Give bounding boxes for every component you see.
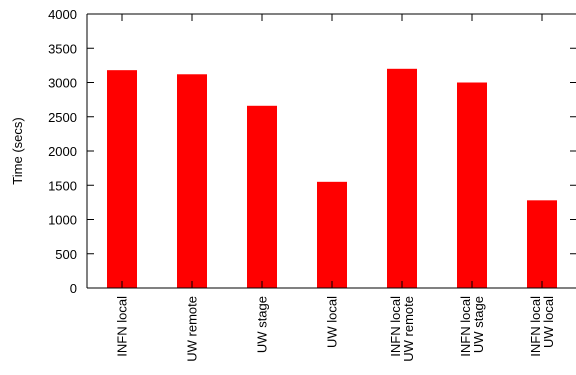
x-tick-label: UW remote: [185, 296, 200, 362]
y-tick-label: 3500: [48, 41, 77, 56]
x-tick-label-group: INFN local: [115, 296, 130, 357]
x-tick-label: UW remote: [401, 296, 416, 362]
x-tick-label-group: UW stage: [255, 296, 270, 353]
bar: [177, 74, 207, 288]
y-tick-label: 2500: [48, 110, 77, 125]
x-tick-label: INFN local: [458, 296, 473, 357]
x-tick-label: INFN local: [115, 296, 130, 357]
x-tick-label: INFN local: [528, 296, 543, 357]
x-tick-label: UW stage: [471, 296, 486, 353]
bar: [387, 68, 417, 288]
x-tick-label: INFN local: [388, 296, 403, 357]
y-tick-label: 0: [70, 281, 77, 296]
bar: [317, 181, 347, 288]
y-ticks-group: 0 500 1000 1500 2000 2500 3000 3500 4000: [48, 7, 576, 296]
x-tick-label-group: UW local: [325, 296, 340, 348]
y-tick-label: 3000: [48, 76, 77, 91]
x-tick-label: UW local: [325, 296, 340, 348]
x-tick-label: UW stage: [255, 296, 270, 353]
x-tick-label: UW local: [541, 296, 556, 348]
y-axis-label: Time (secs): [10, 117, 25, 184]
y-tick-label: 500: [55, 247, 77, 262]
y-tick-label: 2000: [48, 144, 77, 159]
bar: [457, 82, 487, 288]
bar: [107, 70, 137, 288]
y-tick-label: 4000: [48, 7, 77, 22]
y-tick-label: 1500: [48, 178, 77, 193]
bar: [527, 200, 557, 288]
x-ticks-group: INFN local UW remote UW stage UW local INFN …: [115, 14, 556, 362]
bar: [247, 105, 277, 288]
bars-group: [107, 68, 557, 288]
y-tick-label: 1000: [48, 213, 77, 228]
x-tick-label-group: UW remote: [185, 296, 200, 362]
